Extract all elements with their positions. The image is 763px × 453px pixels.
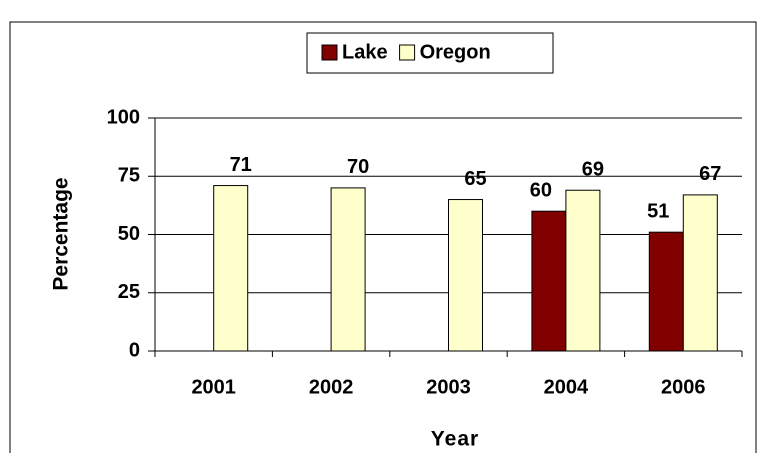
x-tick-label: 2006 [661,376,706,398]
bar [531,210,567,352]
y-tick-label: 75 [118,165,140,187]
y-tick-label: 100 [107,106,140,128]
x-tick-label: 2002 [309,376,354,398]
bar [213,185,249,352]
y-axis-title: Percentage [50,177,73,290]
value-label: 70 [347,156,369,178]
chart-border [9,21,757,453]
x-tick-label: 2003 [426,376,471,398]
y-tick-label: 25 [118,281,140,303]
value-label: 67 [699,163,721,185]
value-label: 60 [530,179,552,201]
legend-swatch [399,44,416,61]
bar [330,187,366,352]
legend-box [306,32,554,74]
legend-swatch [321,44,338,61]
bar [565,189,601,352]
bar [648,231,684,352]
bar [448,199,483,352]
value-label: 51 [647,200,669,222]
legend-label: Lake [342,41,388,63]
value-label: 69 [582,159,604,181]
legend-label: Oregon [420,41,491,63]
x-tick-label: 2004 [544,376,589,398]
y-tick-label: 0 [129,339,140,361]
value-label: 65 [464,168,486,190]
bar [682,194,718,352]
x-axis-title: Year [431,428,479,451]
y-tick-label: 50 [118,223,140,245]
x-tick-label: 2001 [191,376,236,398]
value-label: 71 [230,154,252,176]
